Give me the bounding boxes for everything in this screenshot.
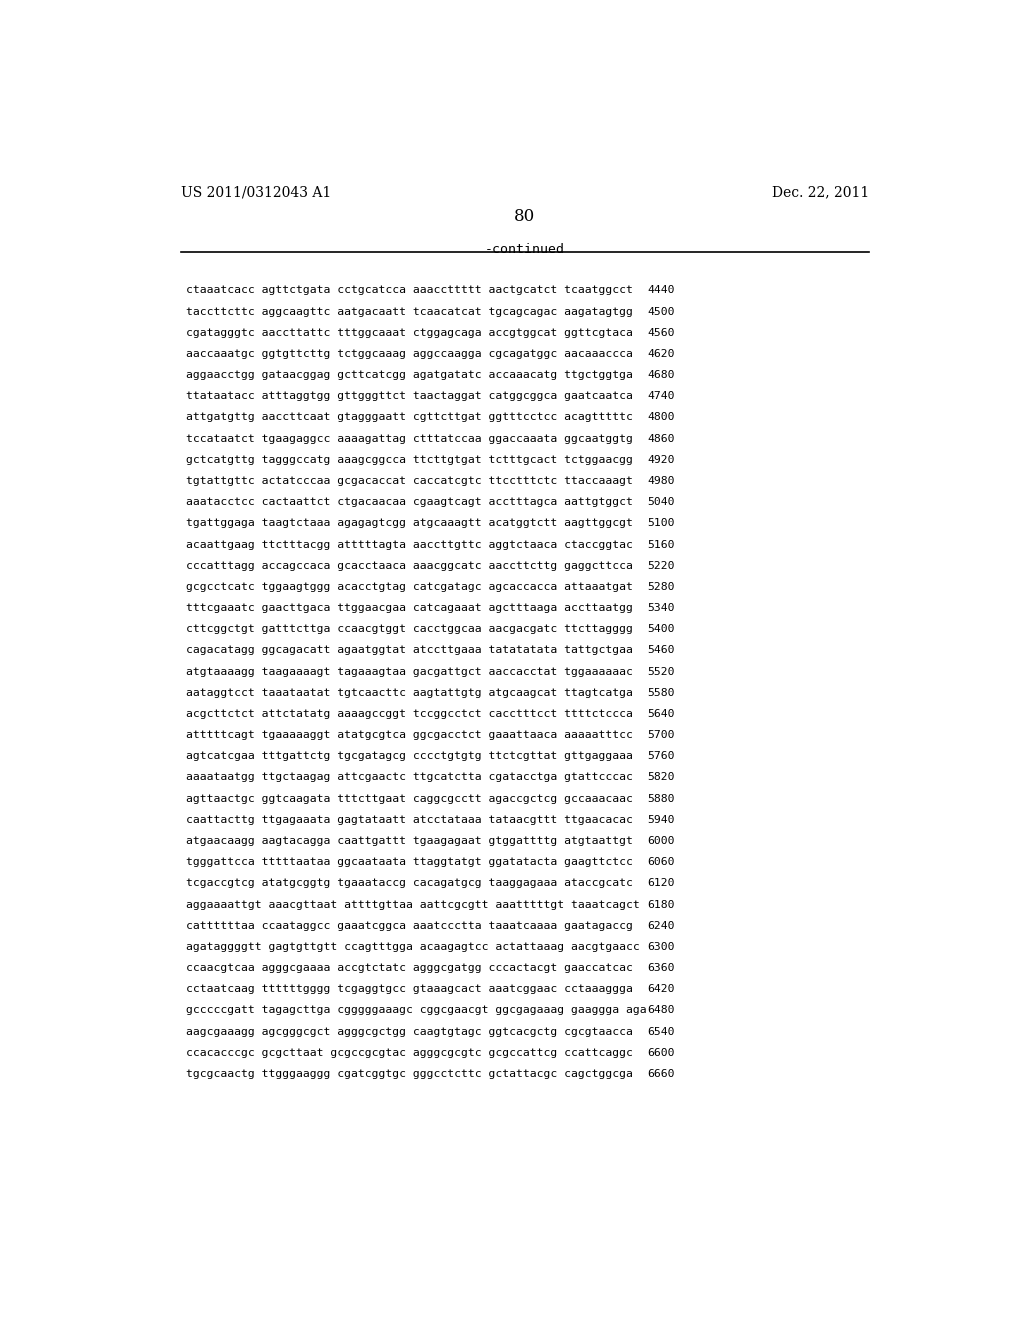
Text: Dec. 22, 2011: Dec. 22, 2011 — [772, 185, 869, 199]
Text: tcgaccgtcg atatgcggtg tgaaataccg cacagatgcg taaggagaaa ataccgcatc: tcgaccgtcg atatgcggtg tgaaataccg cacagat… — [186, 878, 633, 888]
Text: taccttcttc aggcaagttc aatgacaatt tcaacatcat tgcagcagac aagatagtgg: taccttcttc aggcaagttc aatgacaatt tcaacat… — [186, 306, 633, 317]
Text: 5340: 5340 — [647, 603, 675, 612]
Text: aaatacctcc cactaattct ctgacaacaa cgaagtcagt acctttagca aattgtggct: aaatacctcc cactaattct ctgacaacaa cgaagtc… — [186, 498, 633, 507]
Text: atgaacaagg aagtacagga caattgattt tgaagagaat gtggattttg atgtaattgt: atgaacaagg aagtacagga caattgattt tgaagag… — [186, 836, 633, 846]
Text: gcgcctcatc tggaagtggg acacctgtag catcgatagc agcaccacca attaaatgat: gcgcctcatc tggaagtggg acacctgtag catcgat… — [186, 582, 633, 591]
Text: acgcttctct attctatatg aaaagccggt tccggcctct cacctttcct ttttctccca: acgcttctct attctatatg aaaagccggt tccggcc… — [186, 709, 633, 719]
Text: tccataatct tgaagaggcc aaaagattag ctttatccaa ggaccaaata ggcaatggtg: tccataatct tgaagaggcc aaaagattag ctttatc… — [186, 434, 633, 444]
Text: 4920: 4920 — [647, 455, 675, 465]
Text: caattacttg ttgagaaata gagtataatt atcctataaa tataacgttt ttgaacacac: caattacttg ttgagaaata gagtataatt atcctat… — [186, 814, 633, 825]
Text: 6180: 6180 — [647, 899, 675, 909]
Text: 4560: 4560 — [647, 327, 675, 338]
Text: -continued: -continued — [484, 243, 565, 256]
Text: attgatgttg aaccttcaat gtagggaatt cgttcttgat ggtttcctcc acagtttttc: attgatgttg aaccttcaat gtagggaatt cgttctt… — [186, 412, 633, 422]
Text: 5940: 5940 — [647, 814, 675, 825]
Text: tgtattgttc actatcccaa gcgacaccat caccatcgtc ttcctttctc ttaccaaagt: tgtattgttc actatcccaa gcgacaccat caccatc… — [186, 477, 633, 486]
Text: 6120: 6120 — [647, 878, 675, 888]
Text: aaaataatgg ttgctaagag attcgaactc ttgcatctta cgatacctga gtattcccac: aaaataatgg ttgctaagag attcgaactc ttgcatc… — [186, 772, 633, 783]
Text: atttttcagt tgaaaaaggt atatgcgtca ggcgacctct gaaattaaca aaaaatttcc: atttttcagt tgaaaaaggt atatgcgtca ggcgacc… — [186, 730, 633, 741]
Text: acaattgaag ttctttacgg atttttagta aaccttgttc aggtctaaca ctaccggtac: acaattgaag ttctttacgg atttttagta aaccttg… — [186, 540, 633, 549]
Text: agttaactgc ggtcaagata tttcttgaat caggcgcctt agaccgctcg gccaaacaac: agttaactgc ggtcaagata tttcttgaat caggcgc… — [186, 793, 633, 804]
Text: 5460: 5460 — [647, 645, 675, 656]
Text: 5640: 5640 — [647, 709, 675, 719]
Text: agataggggtt gagtgttgtt ccagtttgga acaagagtcc actattaaag aacgtgaacc: agataggggtt gagtgttgtt ccagtttgga acaaga… — [186, 942, 640, 952]
Text: ttataatacc atttaggtgg gttgggttct taactaggat catggcggca gaatcaatca: ttataatacc atttaggtgg gttgggttct taactag… — [186, 391, 633, 401]
Text: 5400: 5400 — [647, 624, 675, 634]
Text: 5520: 5520 — [647, 667, 675, 677]
Text: 6360: 6360 — [647, 964, 675, 973]
Text: cccatttagg accagccaca gcacctaaca aaacggcatc aaccttcttg gaggcttcca: cccatttagg accagccaca gcacctaaca aaacggc… — [186, 561, 633, 570]
Text: cgatagggtc aaccttattc tttggcaaat ctggagcaga accgtggcat ggttcgtaca: cgatagggtc aaccttattc tttggcaaat ctggagc… — [186, 327, 633, 338]
Text: 4980: 4980 — [647, 477, 675, 486]
Text: aagcgaaagg agcgggcgct agggcgctgg caagtgtagc ggtcacgctg cgcgtaacca: aagcgaaagg agcgggcgct agggcgctgg caagtgt… — [186, 1027, 633, 1036]
Text: 5220: 5220 — [647, 561, 675, 570]
Text: 5820: 5820 — [647, 772, 675, 783]
Text: aataggtcct taaataatat tgtcaacttc aagtattgtg atgcaagcat ttagtcatga: aataggtcct taaataatat tgtcaacttc aagtatt… — [186, 688, 633, 698]
Text: 4440: 4440 — [647, 285, 675, 296]
Text: 4680: 4680 — [647, 370, 675, 380]
Text: 6600: 6600 — [647, 1048, 675, 1057]
Text: cttcggctgt gatttcttga ccaacgtggt cacctggcaa aacgacgatc ttcttagggg: cttcggctgt gatttcttga ccaacgtggt cacctgg… — [186, 624, 633, 634]
Text: atgtaaaagg taagaaaagt tagaaagtaa gacgattgct aaccacctat tggaaaaaac: atgtaaaagg taagaaaagt tagaaagtaa gacgatt… — [186, 667, 633, 677]
Text: 6540: 6540 — [647, 1027, 675, 1036]
Text: gcccccgatt tagagcttga cgggggaaagc cggcgaacgt ggcgagaaag gaaggga aga: gcccccgatt tagagcttga cgggggaaagc cggcga… — [186, 1006, 647, 1015]
Text: cagacatagg ggcagacatt agaatggtat atccttgaaa tatatatata tattgctgaa: cagacatagg ggcagacatt agaatggtat atccttg… — [186, 645, 633, 656]
Text: 80: 80 — [514, 209, 536, 226]
Text: 6240: 6240 — [647, 921, 675, 931]
Text: agtcatcgaa tttgattctg tgcgatagcg cccctgtgtg ttctcgttat gttgaggaaa: agtcatcgaa tttgattctg tgcgatagcg cccctgt… — [186, 751, 633, 762]
Text: aaccaaatgc ggtgttcttg tctggcaaag aggccaagga cgcagatggc aacaaaccca: aaccaaatgc ggtgttcttg tctggcaaag aggccaa… — [186, 348, 633, 359]
Text: tgggattcca tttttaataa ggcaataata ttaggtatgt ggatatacta gaagttctcc: tgggattcca tttttaataa ggcaataata ttaggta… — [186, 857, 633, 867]
Text: 5760: 5760 — [647, 751, 675, 762]
Text: cattttttaa ccaataggcc gaaatcggca aaatccctta taaatcaaaa gaatagaccg: cattttttaa ccaataggcc gaaatcggca aaatccc… — [186, 921, 633, 931]
Text: aggaaaattgt aaacgttaat attttgttaa aattcgcgtt aaatttttgt taaatcagct: aggaaaattgt aaacgttaat attttgttaa aattcg… — [186, 899, 640, 909]
Text: 5160: 5160 — [647, 540, 675, 549]
Text: cctaatcaag ttttttgggg tcgaggtgcc gtaaagcact aaatcggaac cctaaaggga: cctaatcaag ttttttgggg tcgaggtgcc gtaaagc… — [186, 985, 633, 994]
Text: 4800: 4800 — [647, 412, 675, 422]
Text: tgattggaga taagtctaaa agagagtcgg atgcaaagtt acatggtctt aagttggcgt: tgattggaga taagtctaaa agagagtcgg atgcaaa… — [186, 519, 633, 528]
Text: tttcgaaatc gaacttgaca ttggaacgaa catcagaaat agctttaaga accttaatgg: tttcgaaatc gaacttgaca ttggaacgaa catcaga… — [186, 603, 633, 612]
Text: 5880: 5880 — [647, 793, 675, 804]
Text: 5700: 5700 — [647, 730, 675, 741]
Text: ccacacccgc gcgcttaat gcgccgcgtac agggcgcgtc gcgccattcg ccattcaggc: ccacacccgc gcgcttaat gcgccgcgtac agggcgc… — [186, 1048, 633, 1057]
Text: US 2011/0312043 A1: US 2011/0312043 A1 — [180, 185, 331, 199]
Text: tgcgcaactg ttgggaaggg cgatcggtgc gggcctcttc gctattacgc cagctggcga: tgcgcaactg ttgggaaggg cgatcggtgc gggcctc… — [186, 1069, 633, 1078]
Text: 6300: 6300 — [647, 942, 675, 952]
Text: 6420: 6420 — [647, 985, 675, 994]
Text: 4500: 4500 — [647, 306, 675, 317]
Text: ccaacgtcaa agggcgaaaa accgtctatc agggcgatgg cccactacgt gaaccatcac: ccaacgtcaa agggcgaaaa accgtctatc agggcga… — [186, 964, 633, 973]
Text: 5580: 5580 — [647, 688, 675, 698]
Text: ctaaatcacc agttctgata cctgcatcca aaaccttttt aactgcatct tcaatggcct: ctaaatcacc agttctgata cctgcatcca aaacctt… — [186, 285, 633, 296]
Text: 6660: 6660 — [647, 1069, 675, 1078]
Text: 5280: 5280 — [647, 582, 675, 591]
Text: 4860: 4860 — [647, 434, 675, 444]
Text: gctcatgttg tagggccatg aaagcggcca ttcttgtgat tctttgcact tctggaacgg: gctcatgttg tagggccatg aaagcggcca ttcttgt… — [186, 455, 633, 465]
Text: 5100: 5100 — [647, 519, 675, 528]
Text: 4740: 4740 — [647, 391, 675, 401]
Text: 4620: 4620 — [647, 348, 675, 359]
Text: 6060: 6060 — [647, 857, 675, 867]
Text: 6480: 6480 — [647, 1006, 675, 1015]
Text: aggaacctgg gataacggag gcttcatcgg agatgatatc accaaacatg ttgctggtga: aggaacctgg gataacggag gcttcatcgg agatgat… — [186, 370, 633, 380]
Text: 6000: 6000 — [647, 836, 675, 846]
Text: 5040: 5040 — [647, 498, 675, 507]
